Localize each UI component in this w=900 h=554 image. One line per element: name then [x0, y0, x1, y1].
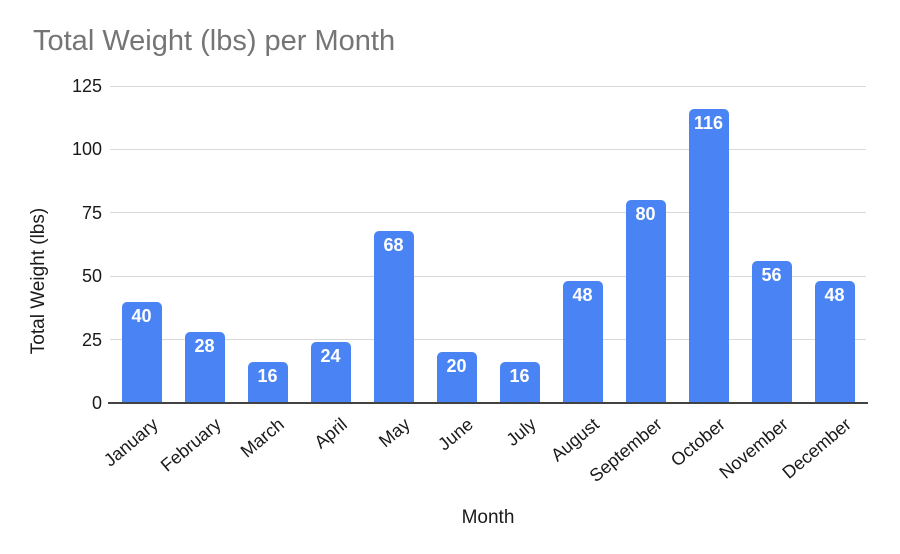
plot-area: 40 28 16 24 68 20 16 48 80 116 56 48	[108, 85, 868, 404]
x-axis-title: Month	[461, 507, 515, 528]
bar-value-label: 48	[824, 285, 845, 306]
x-tick-label-text: May	[375, 414, 415, 452]
y-tick-label: 25	[81, 329, 102, 350]
bar-december: 48	[814, 281, 855, 403]
bar-february: 28	[184, 332, 225, 403]
x-tick-label-text: January	[100, 414, 163, 471]
bar-january: 40	[121, 301, 162, 403]
y-tick-label: 50	[81, 266, 102, 287]
chart-title: Total Weight (lbs) per Month	[33, 25, 396, 57]
x-tick-label-text: November	[715, 414, 793, 483]
bar-july: 16	[499, 362, 540, 403]
gridline	[110, 148, 866, 150]
x-axis-line	[108, 402, 868, 404]
y-tick-label: 75	[81, 202, 102, 223]
bar-value-label: 80	[635, 204, 656, 225]
gridline	[110, 212, 866, 214]
gridline	[110, 85, 866, 87]
bar-value-label: 48	[572, 285, 593, 306]
bar-value-label: 20	[446, 356, 467, 377]
bar-may: 68	[373, 230, 414, 403]
x-tick-label-text: December	[778, 414, 856, 483]
y-tick-label: 100	[71, 139, 102, 160]
bar-april: 24	[310, 342, 351, 403]
gridline	[110, 339, 866, 341]
bar-value-label: 28	[194, 336, 215, 356]
x-tick-label-text: April	[310, 414, 352, 453]
y-tick-label: 0	[91, 393, 102, 413]
bar-value-label: 68	[383, 234, 404, 255]
y-tick-label: 125	[71, 76, 102, 96]
bar-value-label: 24	[320, 346, 341, 367]
bar-august: 48	[562, 281, 603, 403]
bar-value-label: 56	[761, 264, 782, 285]
x-tick-label-text: June	[434, 414, 478, 455]
bar-september: 80	[625, 200, 666, 403]
x-tick-label-text: August	[547, 414, 604, 466]
bar-june: 20	[436, 352, 477, 403]
bar-value-label: 16	[509, 366, 530, 387]
bar-value-label: 116	[693, 112, 724, 133]
bar-october: 116	[688, 108, 729, 403]
x-tick-label-text: February	[157, 414, 226, 476]
bar-november: 56	[751, 260, 792, 403]
x-tick-label-text: March	[237, 414, 289, 462]
bar-value-label: 40	[131, 305, 152, 326]
gridline	[110, 275, 866, 277]
bar-value-label: 16	[257, 366, 278, 387]
bar-march: 16	[247, 362, 288, 403]
x-tick-label-text: July	[502, 414, 541, 450]
